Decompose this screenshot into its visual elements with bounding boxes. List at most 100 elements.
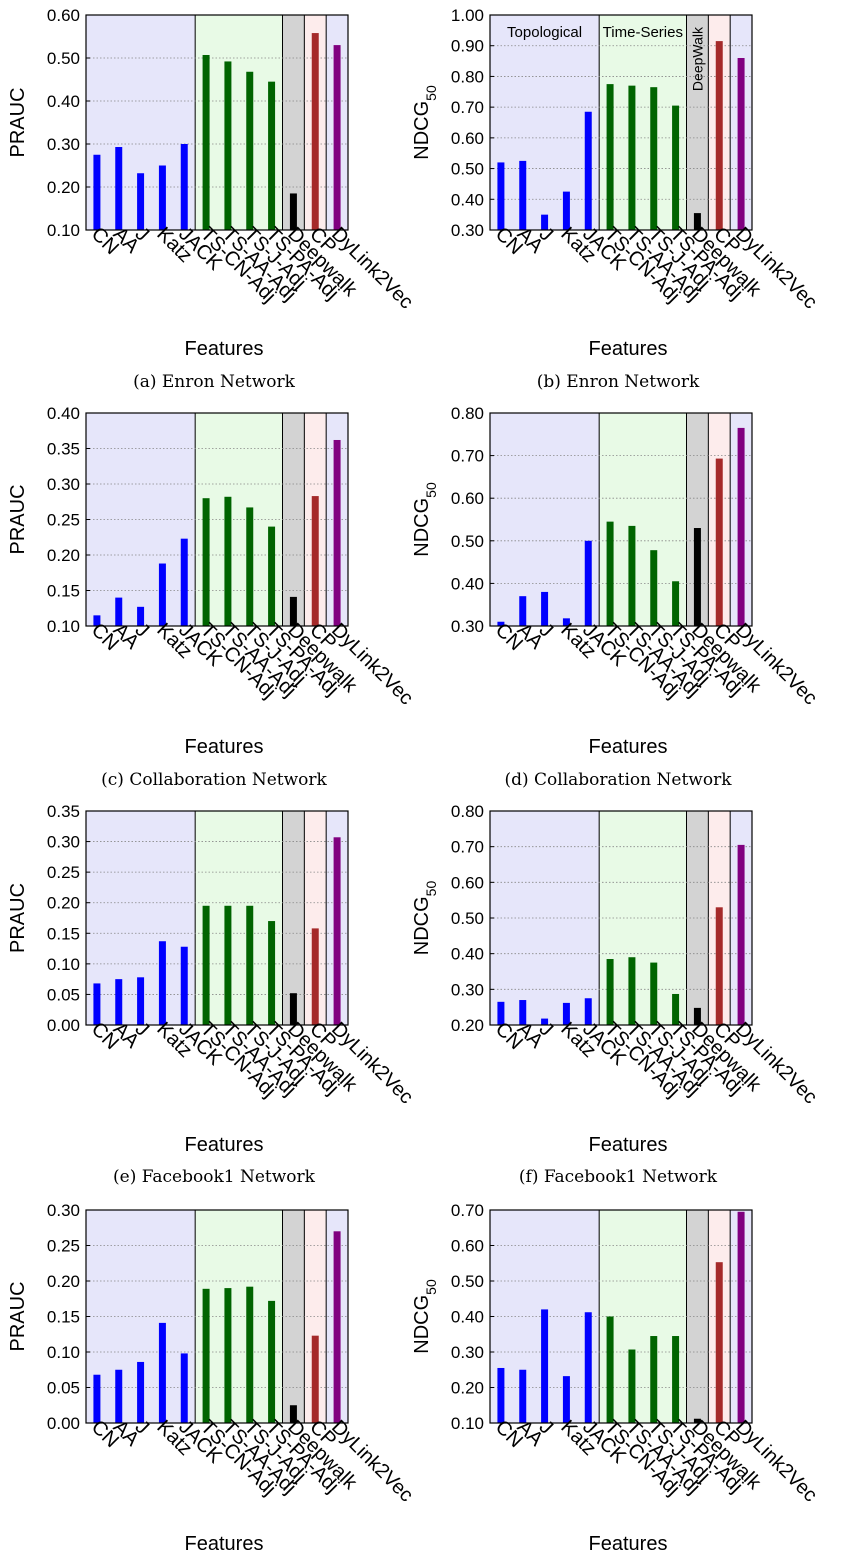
bar-ts-j-adj (246, 1287, 253, 1423)
bar-aa (115, 147, 122, 230)
bar-ts-cn-adj (203, 498, 210, 626)
x-axis-title: Features (589, 1134, 668, 1156)
y-tick-label: 0.70 (451, 1201, 484, 1220)
bar-ts-cn-adj (607, 1317, 614, 1424)
bar-ts-aa-adj (628, 86, 635, 230)
bar-dylink2vec (738, 58, 745, 230)
y-tick-label: 0.80 (451, 404, 484, 423)
bar-katz (159, 941, 166, 1025)
chart-panel-f: 0.200.300.400.500.600.700.80CNAAJ KatzJAC… (411, 802, 821, 1187)
bar-dylink2vec (334, 440, 341, 626)
chart-panel-b: 0.30 0.40 0.50 0.60 0.70 0.80 0.90 1.00 Topologi… (411, 6, 821, 392)
y-tick-label: 0.30 (47, 475, 80, 494)
band-topological (86, 413, 195, 626)
band-deepwalk (283, 811, 305, 1025)
y-tick-label: 0.10 (47, 1343, 80, 1362)
bar-deepwalk (694, 528, 701, 626)
bar-cp (312, 1336, 319, 1423)
y-tick-label: 0.35 (47, 802, 80, 821)
bar-ts-j-adj (650, 550, 657, 626)
bar-cp (312, 928, 319, 1025)
bar-ts-aa-adj (628, 957, 635, 1025)
bar-ts-j-adj (246, 72, 253, 230)
bar-jack (181, 1353, 188, 1423)
bar-ts-aa-adj (224, 1288, 231, 1423)
y-tick-label: 0.80 (451, 802, 484, 821)
bar-cp (716, 907, 723, 1025)
chart-panel-g: 0.000.050.100.150.200.250.30CNAAJ KatzJAC… (7, 1201, 417, 1562)
y-tick-label: 0.40 (451, 190, 484, 209)
y-tick-label: 0.15 (47, 924, 80, 943)
bar-dylink2vec (738, 428, 745, 626)
x-axis-title: Features (589, 736, 668, 758)
band-label-topological: Topological (507, 24, 582, 41)
bar-aa (115, 1370, 122, 1423)
bar-cp (312, 33, 319, 230)
y-tick-label: 0.25 (47, 511, 80, 530)
y-axis-title: PRAUC (7, 87, 29, 157)
y-tick-label: 0.05 (47, 1379, 80, 1398)
y-tick-label: 0.10 (47, 955, 80, 974)
y-tick-label: 0.40 (451, 574, 484, 593)
bar-ts-j-adj (650, 963, 657, 1025)
y-axis-title: PRAUC (7, 484, 29, 554)
x-axis-title: Features (589, 1533, 668, 1555)
y-tick-label: 0.30 (451, 1343, 484, 1362)
y-axis-title: NDCG50 (411, 1279, 439, 1354)
bar-ts-j-adj (246, 507, 253, 626)
y-tick-label: 0.30 (47, 135, 80, 154)
bar-jack (585, 112, 592, 230)
bar-jack (585, 541, 592, 626)
bar-dylink2vec (738, 845, 745, 1025)
y-tick-label: 0.15 (47, 1308, 80, 1327)
y-axis-title: PRAUC (7, 1281, 29, 1351)
y-tick-label: 0.50 (451, 1272, 484, 1291)
y-tick-label: 0.20 (47, 178, 80, 197)
y-tick-label: 0.50 (451, 160, 484, 179)
band-topological (490, 811, 599, 1025)
bar-aa (519, 1370, 526, 1423)
y-tick-label: 0.60 (451, 129, 484, 148)
y-tick-label: 0.10 (47, 617, 80, 636)
panel-caption: (d) Collaboration Network (504, 770, 732, 790)
panel-caption: (a) Enron Network (133, 372, 296, 392)
y-tick-label: 0.10 (451, 1414, 484, 1433)
bar-cn (93, 983, 100, 1025)
bar-katz (563, 192, 570, 230)
bar-cn (497, 162, 504, 230)
bar-katz (159, 564, 166, 626)
y-tick-label: 0.40 (47, 92, 80, 111)
y-tick-label: 0.15 (47, 582, 80, 601)
bar-cn (497, 1368, 504, 1423)
bar-aa (115, 979, 122, 1025)
x-axis-title: Features (185, 338, 264, 360)
y-tick-label: 0.70 (451, 447, 484, 466)
bar-j (137, 173, 144, 230)
y-tick-label: 0.25 (47, 863, 80, 882)
bar-jack (181, 947, 188, 1025)
y-tick-label: 0.10 (47, 221, 80, 240)
y-tick-label: 0.60 (451, 489, 484, 508)
y-tick-label: 1.00 (451, 6, 484, 25)
bar-cn (93, 155, 100, 230)
y-tick-label: 0.05 (47, 985, 80, 1004)
bar-cp (312, 496, 319, 626)
bar-ts-cn-adj (203, 1289, 210, 1423)
y-axis-title: PRAUC (7, 883, 29, 953)
bar-katz (159, 1323, 166, 1423)
y-tick-label: 0.30 (451, 980, 484, 999)
y-tick-label: 0.80 (451, 67, 484, 86)
bar-ts-cn-adj (203, 906, 210, 1025)
bar-ts-j-adj (650, 1336, 657, 1423)
bar-ts-aa-adj (628, 1350, 635, 1423)
y-tick-label: 0.60 (451, 873, 484, 892)
y-tick-label: 0.60 (451, 1237, 484, 1256)
y-tick-label: 0.20 (47, 894, 80, 913)
y-tick-label: 0.40 (47, 404, 80, 423)
band-label-time-series: Time-Series (603, 24, 683, 41)
y-tick-label: 0.30 (47, 1201, 80, 1220)
bar-jack (585, 1312, 592, 1423)
